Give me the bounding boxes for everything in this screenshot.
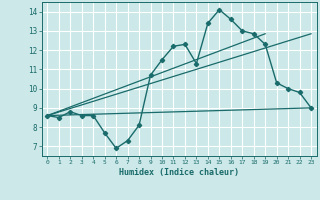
X-axis label: Humidex (Indice chaleur): Humidex (Indice chaleur) [119, 168, 239, 177]
